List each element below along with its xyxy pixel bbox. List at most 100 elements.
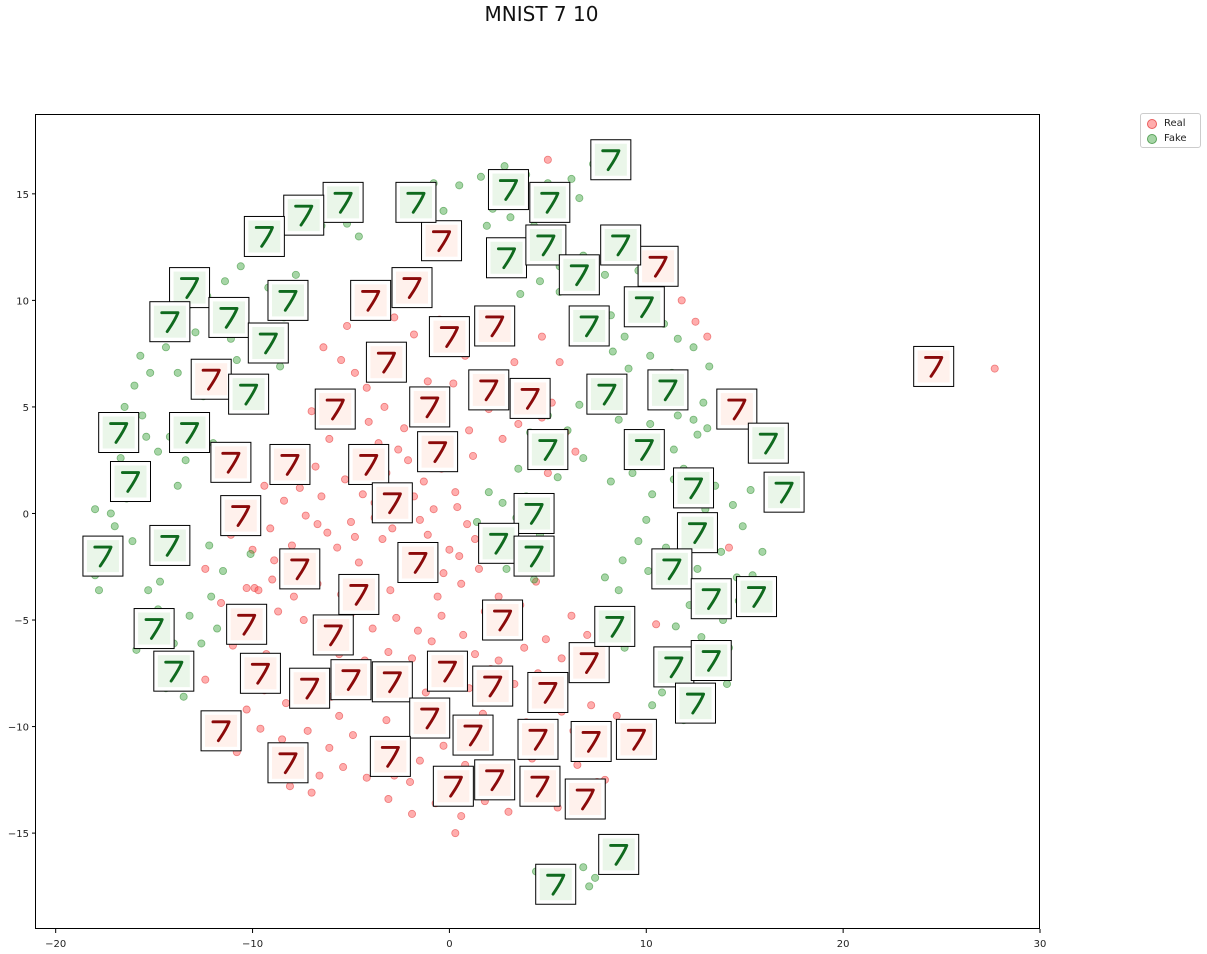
fake-digit-thumbnail — [747, 422, 789, 464]
real-digit-thumbnail — [426, 650, 468, 692]
fake-point — [703, 424, 712, 433]
fake-point — [138, 411, 147, 420]
fake-point — [671, 622, 680, 631]
real-point — [301, 511, 310, 520]
thumbnail-background — [114, 465, 147, 498]
fake-point — [620, 332, 629, 341]
thumbnail-background — [244, 657, 277, 690]
fake-point — [758, 547, 767, 556]
real-point — [201, 564, 210, 573]
legend-label-fake: Fake — [1164, 133, 1187, 144]
fake-point — [530, 575, 539, 584]
real-point — [333, 543, 342, 552]
thumbnail-background — [376, 665, 409, 698]
fake-point — [608, 347, 617, 356]
thumbnail-background — [740, 580, 773, 613]
thumbnail-background — [590, 378, 623, 411]
real-digit-thumbnail — [519, 765, 561, 807]
x-tick-label: −10 — [242, 939, 263, 950]
fake-point — [220, 277, 229, 286]
real-point — [382, 716, 391, 725]
real-point — [409, 330, 418, 339]
fake-point — [498, 498, 507, 507]
real-digit-thumbnail — [482, 599, 524, 641]
thumbnail-background — [482, 527, 515, 560]
real-point — [354, 558, 363, 567]
real-point — [457, 579, 466, 588]
fake-point — [646, 419, 655, 428]
thumbnail-background — [917, 350, 950, 383]
fake-digit-thumbnail — [763, 471, 805, 513]
thumbnail-background — [531, 676, 564, 709]
thumbnail-background — [569, 783, 602, 816]
real-point — [325, 434, 334, 443]
real-point — [386, 586, 395, 595]
fake-point — [173, 481, 182, 490]
thumbnail-background — [657, 650, 690, 683]
thumbnail-background — [514, 382, 547, 415]
real-point — [295, 483, 304, 492]
fake-point — [728, 500, 737, 509]
thumbnail-background — [628, 290, 661, 323]
real-point — [423, 377, 432, 386]
real-digit-thumbnail — [190, 358, 232, 400]
thumbnail-background — [533, 186, 566, 219]
real-digit-thumbnail — [226, 603, 268, 645]
real-point — [541, 635, 550, 644]
fake-digit-thumbnail — [109, 461, 151, 503]
fake-point — [669, 445, 678, 454]
thumbnail-background — [457, 719, 490, 752]
axis-ticks: −20 −10 0 10 20 30 −15 −10 −5 0 5 10 15 — [8, 190, 1046, 950]
fake-digit-thumbnail — [283, 194, 325, 236]
thumbnail-background — [205, 714, 238, 747]
fake-point — [484, 488, 493, 497]
real-point — [250, 584, 259, 593]
real-point — [317, 492, 326, 501]
fake-point — [154, 447, 163, 456]
thumbnail-background — [476, 670, 509, 703]
fake-digit-thumbnail — [513, 492, 555, 534]
real-point — [471, 535, 480, 544]
fake-point — [506, 213, 515, 222]
fake-point — [236, 262, 245, 271]
thumbnail-background — [334, 663, 367, 696]
real-point — [394, 445, 403, 454]
y-tick-label: 10 — [16, 296, 29, 307]
fake-point — [591, 873, 600, 882]
real-digit-thumbnail — [312, 614, 354, 656]
fake-digit-thumbnail — [623, 429, 665, 471]
legend-label-real: Real — [1164, 118, 1186, 129]
real-point — [504, 807, 513, 816]
real-point — [368, 624, 377, 633]
thumbnail-background — [293, 672, 326, 705]
x-tick-label: 10 — [640, 939, 653, 950]
thumbnail-background — [651, 373, 684, 406]
real-point — [274, 607, 283, 616]
real-digit-thumbnail — [716, 388, 758, 430]
fake-point — [91, 505, 100, 514]
real-digit-thumbnail — [330, 659, 372, 701]
thumbnail-background — [354, 284, 387, 317]
fake-digit-thumbnail — [153, 650, 195, 692]
real-point — [350, 368, 359, 377]
thumbnail-background — [230, 608, 263, 641]
fake-digit-thumbnail — [82, 535, 124, 577]
thumbnail-background — [271, 284, 304, 317]
fake-digit-thumbnail — [598, 833, 640, 875]
fake-digit-thumbnail — [676, 512, 718, 554]
fake-point — [644, 567, 653, 576]
fake-digit-thumbnail — [736, 576, 778, 618]
y-tick-label: 15 — [16, 190, 29, 201]
real-point — [346, 518, 355, 527]
fake-point — [738, 522, 747, 531]
real-point — [335, 711, 344, 720]
fake-point — [136, 351, 145, 360]
real-point — [285, 782, 294, 791]
legend-marker-real — [1147, 118, 1157, 129]
real-point — [543, 155, 552, 164]
thumbnail-background — [396, 271, 429, 304]
fake-point — [205, 541, 214, 550]
thumbnail-background — [283, 552, 316, 585]
real-point — [429, 505, 438, 514]
